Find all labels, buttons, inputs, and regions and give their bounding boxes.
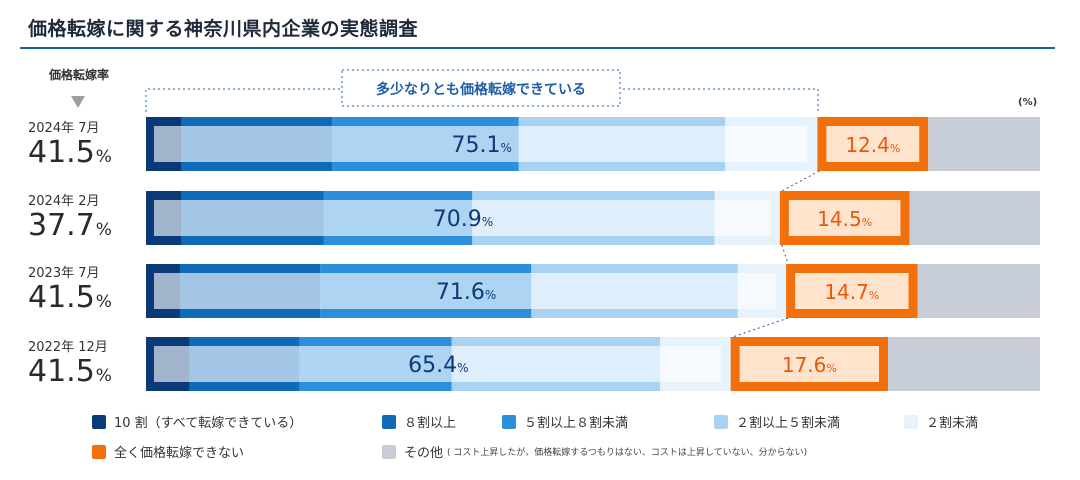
no-transfer-label: 17.6% <box>782 353 837 377</box>
legend-label: ２割未満 <box>926 416 979 431</box>
row-rate-sign: % <box>95 220 112 240</box>
legend-item: ２割未満 <box>904 412 978 431</box>
legend-swatch <box>502 414 516 429</box>
row-label-1: 2024年 2月 37.7% <box>28 194 138 246</box>
legend-label: 全く価格転嫁できない <box>114 446 245 461</box>
legend-swatch <box>382 414 396 429</box>
legend-item: その他( コスト上昇したが、価格転嫁するつもりはない、コストは上昇していない、分… <box>382 442 807 461</box>
row-rate-sign: % <box>95 366 112 386</box>
bar-segment <box>909 191 1040 245</box>
no-transfer-inner-box <box>795 273 909 309</box>
no-transfer-inner-box <box>788 200 901 236</box>
row-date: 2022年 12月 <box>28 340 108 355</box>
rate-column-header: 価格転嫁率 <box>48 68 109 82</box>
row-label-2: 2023年 7月 41.5% <box>28 266 138 318</box>
legend-item: 全く価格転嫁できない <box>92 442 244 461</box>
legend: 10 割（すべて転嫁できている） ８割以上 ５割以上８割未満 ２割以上５割未満 ２割未満… <box>92 412 1072 472</box>
page-title: 価格転嫁に関する神奈川県内企業の実態調査 <box>28 18 419 40</box>
legend-note: ( コスト上昇したが、価格転嫁するつもりはない、コストは上昇していない、分からな… <box>447 448 808 458</box>
no-transfer-inner-box <box>826 126 920 162</box>
transfer-group-overlay <box>154 273 777 309</box>
legend-swatch <box>904 414 918 429</box>
row-label-3: 2022年 12月 41.5% <box>28 340 138 392</box>
title-underline <box>20 47 1055 49</box>
row-rate-value: 41.5 <box>28 354 95 389</box>
row-rate-value: 41.5 <box>28 135 95 170</box>
row-rate-sign: % <box>95 147 112 167</box>
transfer-total-label: 65.4% <box>408 353 468 378</box>
connector-line <box>732 317 789 338</box>
bar-segment <box>917 264 1040 318</box>
no-transfer-label: 14.5% <box>817 207 872 231</box>
row-rate: 41.5% <box>28 356 138 392</box>
legend-item: ８割以上 <box>382 412 456 431</box>
stacked-bar-chart: 75.1% 12.4% 70.9% 14.5% 71.6% 14.7% 65.4% 17.6%… <box>145 69 1040 391</box>
row-label-0: 2024年 7月 41.5% <box>28 121 138 173</box>
bar-segment <box>888 337 1040 391</box>
transfer-total-label: 70.9% <box>433 207 493 232</box>
unit-label: (%) <box>1018 97 1038 108</box>
callout-box <box>341 69 621 107</box>
down-arrow-icon <box>71 96 85 108</box>
legend-label: ２割以上５割未満 <box>736 416 841 431</box>
callout-label: 多少なりとも価格転嫁できている <box>376 81 586 98</box>
row-rate-sign: % <box>95 292 112 312</box>
bar-segment <box>928 117 1040 171</box>
legend-label: 10 割（すべて転嫁できている） <box>114 416 303 431</box>
transfer-total-label: 71.6% <box>436 280 496 305</box>
no-transfer-inner-box <box>739 346 880 382</box>
transfer-group-overlay <box>154 126 808 162</box>
legend-swatch <box>92 444 106 459</box>
row-rate: 41.5% <box>28 282 138 318</box>
row-rate-value: 41.5 <box>28 280 95 315</box>
row-rate: 41.5% <box>28 137 138 173</box>
no-transfer-label: 12.4% <box>845 133 900 157</box>
legend-item: 10 割（すべて転嫁できている） <box>92 412 302 431</box>
transfer-total-label: 75.1% <box>452 133 512 158</box>
callout-bracket <box>145 88 819 112</box>
legend-swatch <box>382 444 396 459</box>
legend-item: ２割以上５割未満 <box>714 412 840 431</box>
legend-item: ５割以上８割未満 <box>502 412 628 431</box>
legend-swatch <box>714 414 728 429</box>
legend-label: その他 <box>404 446 444 461</box>
transfer-group-overlay <box>154 346 721 382</box>
row-rate-value: 37.7 <box>28 208 95 243</box>
connector-line <box>781 244 789 265</box>
legend-swatch <box>92 414 106 429</box>
transfer-group-overlay <box>154 200 770 236</box>
row-date: 2024年 7月 <box>28 121 100 136</box>
no-transfer-label: 14.7% <box>824 280 879 304</box>
row-date: 2024年 2月 <box>28 194 100 209</box>
connector-line <box>781 170 820 192</box>
row-rate: 37.7% <box>28 210 138 246</box>
legend-label: ８割以上 <box>404 416 457 431</box>
row-date: 2023年 7月 <box>28 266 100 281</box>
legend-label: ５割以上８割未満 <box>524 416 629 431</box>
